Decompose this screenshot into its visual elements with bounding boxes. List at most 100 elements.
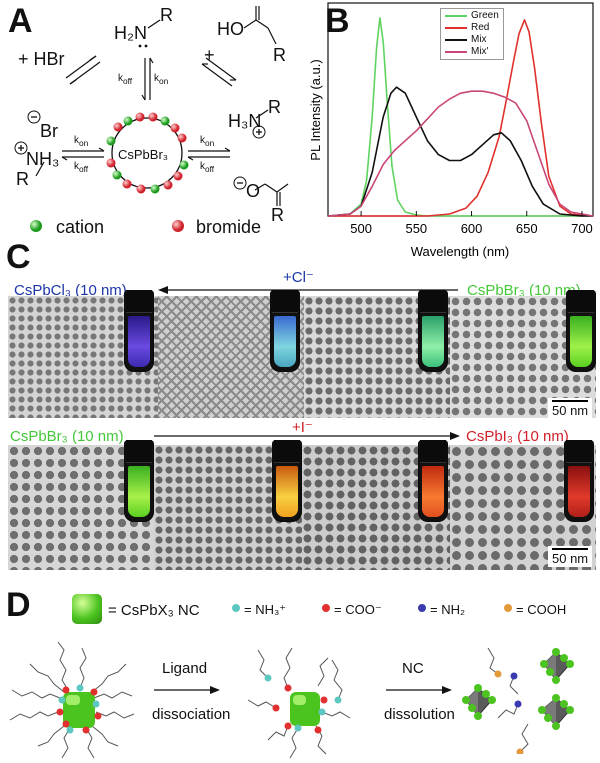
nh3-dot-icon bbox=[232, 604, 240, 612]
cspbi3-label: CsPbI₃ (10 nm) bbox=[466, 428, 569, 445]
nanocrystal-circle bbox=[111, 117, 183, 189]
chart-legend: Green Red Mix Mix' bbox=[440, 8, 504, 60]
legend-swatch bbox=[445, 51, 467, 53]
legend-entry: Red bbox=[445, 22, 499, 34]
octahedron-3 bbox=[538, 694, 574, 730]
dissolved-octahedra bbox=[462, 647, 574, 754]
nh2-legend-label: = NH₂ bbox=[430, 602, 466, 617]
x-tick-label: 700 bbox=[571, 221, 593, 236]
bromide-label: Br bbox=[40, 121, 58, 141]
molecule-bonds bbox=[35, 6, 289, 206]
step2-label-bottom: dissolution bbox=[384, 706, 455, 723]
panel-c-letter: C bbox=[6, 238, 31, 276]
vial-cyan bbox=[270, 290, 300, 372]
cooh-dot-icon bbox=[504, 604, 512, 612]
carboxylate-r-label: R bbox=[271, 205, 284, 225]
ammonium-r-right: R bbox=[268, 97, 281, 117]
vial-blue bbox=[124, 290, 154, 372]
panel-b-letter: B bbox=[325, 2, 350, 40]
surface-ions bbox=[106, 112, 189, 194]
y-axis-label: PL Intensity (a.u.) bbox=[308, 59, 323, 160]
acid-r-label: R bbox=[273, 45, 286, 65]
cooh-legend-label: = COOH bbox=[516, 602, 567, 617]
legend-label: Mix bbox=[471, 34, 487, 45]
vial-green-bottom bbox=[124, 440, 154, 522]
koff-label-left: koff bbox=[74, 161, 89, 174]
equilibrium-arrow-left bbox=[61, 147, 105, 161]
cspbcl3-label: CsPbCl₃ (10 nm) bbox=[14, 282, 127, 299]
koff-label-vertical: koff bbox=[118, 73, 133, 86]
core-label: CsPbBr₃ bbox=[118, 147, 169, 162]
legend-entry: Green bbox=[445, 10, 499, 22]
amine-r-label: R bbox=[160, 5, 173, 25]
amine-label: H₂N bbox=[114, 23, 147, 43]
h3n-label: H₃N bbox=[228, 111, 262, 131]
x-tick-label: 550 bbox=[405, 221, 427, 236]
octahedron-2 bbox=[462, 684, 496, 720]
hbr-label: + HBr bbox=[18, 49, 65, 69]
series-line-red bbox=[328, 19, 594, 217]
legend-label: Mix' bbox=[471, 46, 489, 57]
legend-label: Red bbox=[471, 22, 490, 33]
vial-yellow bbox=[272, 440, 302, 522]
legend-swatch bbox=[445, 27, 467, 29]
nh3-legend-label: = NH₃⁺ bbox=[244, 602, 287, 617]
step2-label-top: NC bbox=[402, 660, 424, 677]
ligand-dissociation-arrow bbox=[154, 686, 220, 694]
koff-label-right: koff bbox=[200, 161, 215, 174]
equilibrium-arrow-top-right bbox=[201, 57, 237, 87]
i-arrow-label: +I⁻ bbox=[292, 419, 313, 436]
cation-legend-sphere bbox=[30, 220, 42, 232]
nc-legend-cube-icon bbox=[72, 594, 102, 624]
series-line-mix- bbox=[327, 90, 594, 217]
step1-label-bottom: dissociation bbox=[152, 706, 231, 723]
equilibrium-arrow-right bbox=[187, 147, 231, 161]
legend-entry: Mix bbox=[445, 34, 499, 46]
acid-oh-label: HO bbox=[217, 19, 244, 39]
series-line-mix bbox=[327, 86, 593, 217]
panel-a-letter: A bbox=[8, 2, 33, 40]
plus-sign: + bbox=[204, 45, 215, 65]
ammonium-label-left: NH₃ bbox=[26, 149, 60, 169]
cl-arrow-label: +Cl⁻ bbox=[283, 269, 314, 286]
x-tick-label: 600 bbox=[461, 221, 483, 236]
vial-orange bbox=[418, 440, 448, 522]
scale-bar-bottom: 50 nm bbox=[548, 546, 593, 567]
coo-dot-icon bbox=[322, 604, 330, 612]
carboxylate-o-label: O bbox=[246, 181, 261, 201]
kon-label-vertical: kon bbox=[154, 73, 169, 86]
kon-label-left: kon bbox=[74, 135, 89, 148]
coo-legend-label: = COO⁻ bbox=[334, 602, 382, 617]
stripped-nanocrystal bbox=[247, 647, 351, 759]
vial-green-top bbox=[566, 290, 596, 372]
capped-nanocrystal bbox=[9, 641, 135, 759]
octahedron-1 bbox=[540, 648, 574, 684]
cl-exchange-arrow bbox=[158, 286, 458, 294]
panel-d-letter: D bbox=[6, 586, 31, 624]
legend-swatch bbox=[445, 15, 467, 17]
bromide-legend-sphere bbox=[172, 220, 184, 232]
cspbbr3-label-bottom: CsPbBr₃ (10 nm) bbox=[10, 428, 124, 445]
x-tick-label: 500 bbox=[350, 221, 372, 236]
step1-label-top: Ligand bbox=[162, 660, 208, 677]
cation-legend-label: cation bbox=[56, 217, 105, 237]
r-left-label: R bbox=[16, 169, 29, 189]
equilibrium-arrow-vertical bbox=[141, 57, 154, 101]
legend-label: Green bbox=[471, 10, 499, 21]
legend-entry: Mix' bbox=[445, 46, 499, 58]
nc-dissolution-arrow bbox=[386, 686, 452, 694]
cspbbr3-label-top: CsPbBr₃ (10 nm) bbox=[467, 282, 581, 299]
nc-legend-label: = CsPbX₃ NC bbox=[108, 602, 200, 619]
vial-red bbox=[564, 440, 594, 522]
legend-swatch bbox=[445, 39, 467, 41]
i-exchange-arrow bbox=[154, 432, 460, 440]
nh2-dot-icon bbox=[418, 604, 426, 612]
vial-pale-green bbox=[418, 290, 448, 372]
x-tick-label: 650 bbox=[516, 221, 538, 236]
equilibrium-arrow-top-left bbox=[65, 55, 101, 85]
bromide-legend-label: bromide bbox=[196, 217, 262, 237]
x-axis-label: Wavelength (nm) bbox=[411, 244, 510, 259]
kon-label-right: kon bbox=[200, 135, 215, 148]
panel-a-scheme bbox=[14, 6, 289, 232]
pl-spectrum-chart: 500 550 600 650 700 PL Intensity (a.u.) Wave… bbox=[308, 2, 594, 259]
